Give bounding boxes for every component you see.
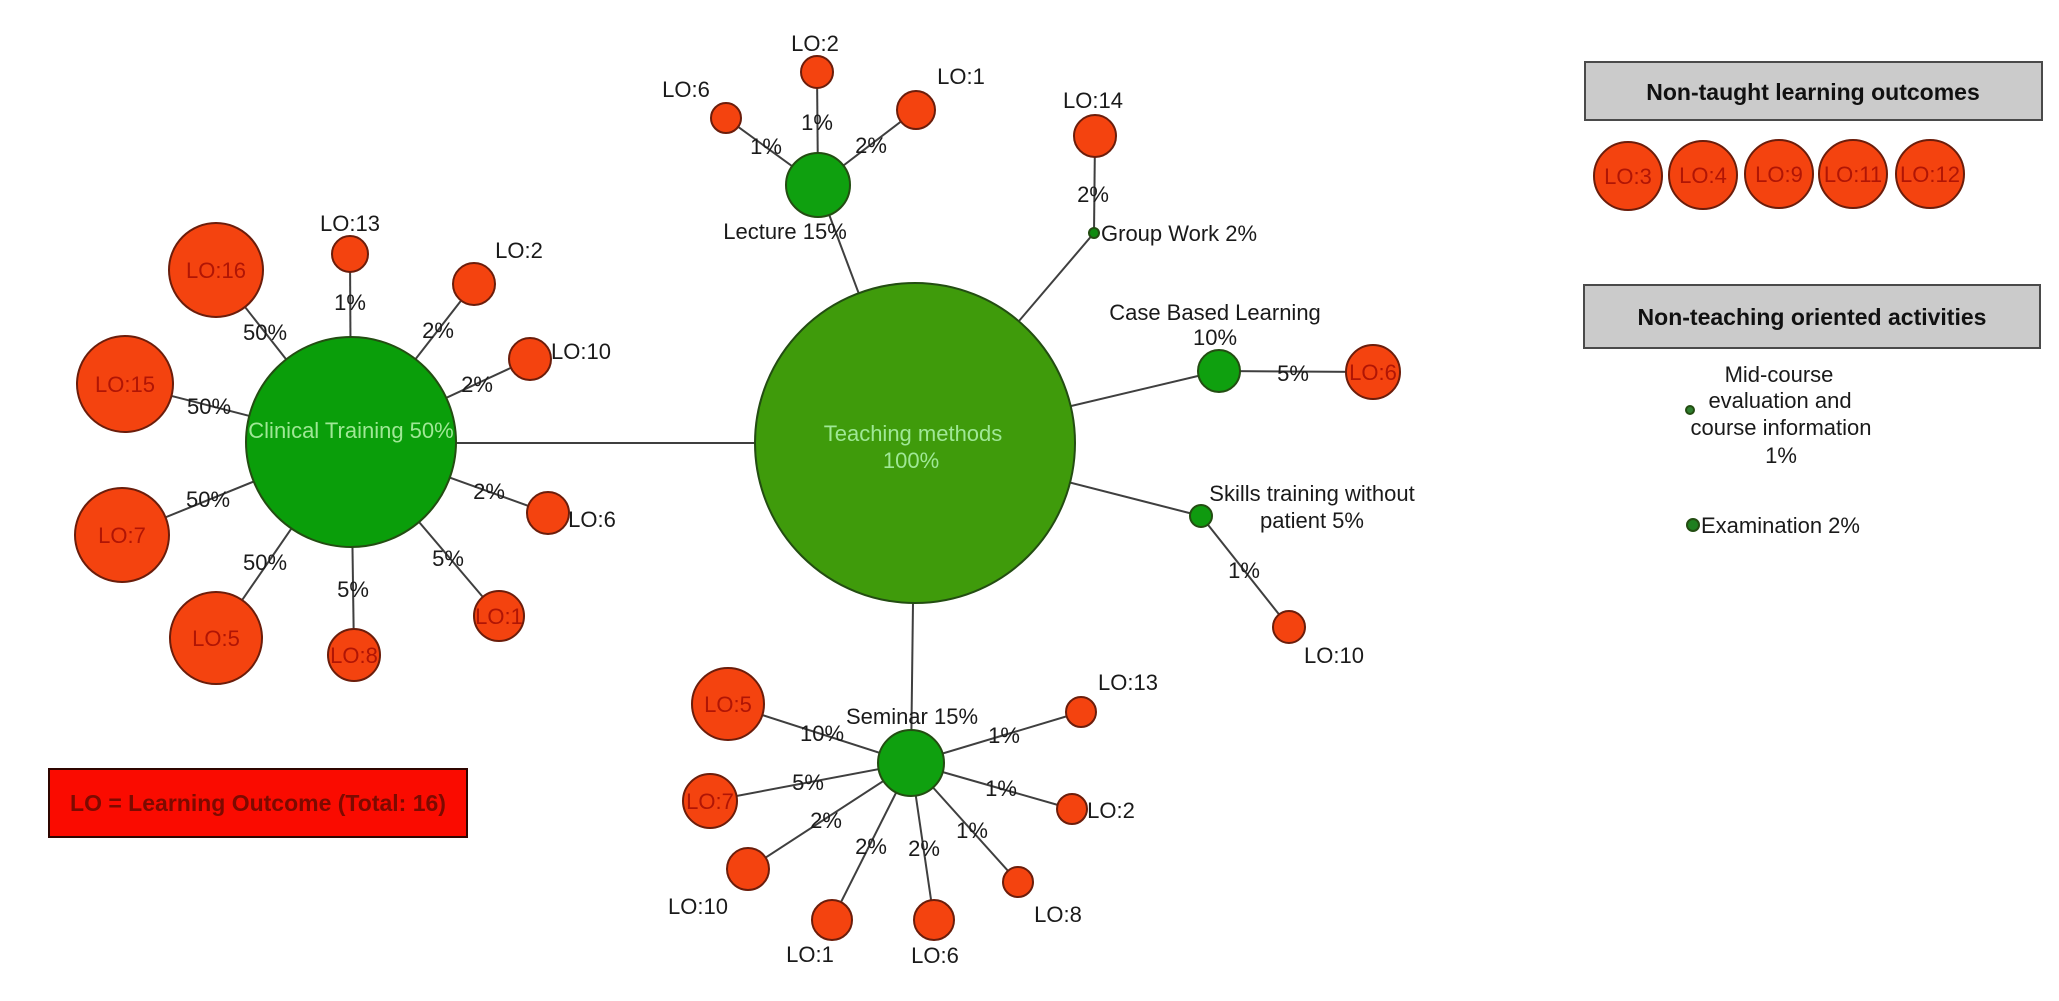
svg-text:LO:5: LO:5 <box>704 692 752 717</box>
svg-text:5%: 5% <box>432 546 464 571</box>
svg-text:LO:1: LO:1 <box>475 604 523 629</box>
svg-text:2%: 2% <box>461 372 493 397</box>
svg-text:2%: 2% <box>855 133 887 158</box>
svg-text:Seminar 15%: Seminar 15% <box>846 704 978 729</box>
svg-text:Clinical Training 50%: Clinical Training 50% <box>248 418 453 443</box>
svg-text:1%: 1% <box>334 290 366 315</box>
svg-text:LO:6: LO:6 <box>1349 360 1397 385</box>
svg-text:LO:1: LO:1 <box>937 64 985 89</box>
svg-text:1%: 1% <box>750 134 782 159</box>
svg-text:LO:6: LO:6 <box>568 507 616 532</box>
svg-text:5%: 5% <box>337 577 369 602</box>
svg-text:100%: 100% <box>883 448 939 473</box>
svg-text:Teaching methods: Teaching methods <box>824 421 1003 446</box>
svg-text:patient 5%: patient 5% <box>1260 508 1364 533</box>
svg-text:2%: 2% <box>908 836 940 861</box>
svg-text:LO:10: LO:10 <box>1304 643 1364 668</box>
svg-text:LO:3: LO:3 <box>1604 164 1652 189</box>
svg-text:evaluation and: evaluation and <box>1708 388 1851 413</box>
svg-text:50%: 50% <box>243 550 287 575</box>
svg-text:LO:10: LO:10 <box>551 339 611 364</box>
svg-text:LO:13: LO:13 <box>320 211 380 236</box>
svg-text:LO:14: LO:14 <box>1063 88 1123 113</box>
svg-text:Case Based Learning: Case Based Learning <box>1109 300 1321 325</box>
svg-text:LO:8: LO:8 <box>1034 902 1082 927</box>
svg-text:LO:2: LO:2 <box>1087 798 1135 823</box>
svg-text:course information: course information <box>1691 415 1872 440</box>
svg-text:LO:7: LO:7 <box>98 523 146 548</box>
svg-text:LO:2: LO:2 <box>791 31 839 56</box>
svg-text:1%: 1% <box>1765 443 1797 468</box>
svg-text:1%: 1% <box>801 110 833 135</box>
svg-text:LO:1: LO:1 <box>786 942 834 967</box>
svg-text:5%: 5% <box>792 770 824 795</box>
svg-text:10%: 10% <box>1193 325 1237 350</box>
svg-text:LO:5: LO:5 <box>192 626 240 651</box>
svg-text:LO:12: LO:12 <box>1900 162 1960 187</box>
svg-text:50%: 50% <box>187 394 231 419</box>
svg-text:2%: 2% <box>422 318 454 343</box>
svg-text:50%: 50% <box>243 320 287 345</box>
svg-text:LO:11: LO:11 <box>1824 162 1882 187</box>
svg-text:2%: 2% <box>1077 182 1109 207</box>
svg-text:10%: 10% <box>800 721 844 746</box>
svg-text:Mid-course: Mid-course <box>1725 362 1834 387</box>
svg-text:LO:7: LO:7 <box>686 789 734 814</box>
svg-text:Non-teaching oriented activiti: Non-teaching oriented activities <box>1638 304 1987 330</box>
svg-text:LO:2: LO:2 <box>495 238 543 263</box>
svg-text:1%: 1% <box>956 818 988 843</box>
svg-text:1%: 1% <box>988 723 1020 748</box>
svg-text:LO:6: LO:6 <box>911 943 959 968</box>
svg-text:LO:16: LO:16 <box>186 258 246 283</box>
svg-text:Skills training without: Skills training without <box>1209 481 1414 506</box>
svg-text:Lecture 15%: Lecture 15% <box>723 219 847 244</box>
svg-text:LO:10: LO:10 <box>668 894 728 919</box>
svg-text:LO = Learning Outcome (Total:: LO = Learning Outcome (Total: 16) <box>70 790 446 816</box>
svg-text:2%: 2% <box>473 479 505 504</box>
svg-text:Group Work 2%: Group Work 2% <box>1101 221 1257 246</box>
svg-text:LO:13: LO:13 <box>1098 670 1158 695</box>
svg-text:5%: 5% <box>1277 361 1309 386</box>
svg-text:LO:9: LO:9 <box>1755 162 1803 187</box>
svg-text:1%: 1% <box>1228 558 1260 583</box>
svg-text:LO:4: LO:4 <box>1679 163 1727 188</box>
svg-text:LO:8: LO:8 <box>330 643 378 668</box>
svg-text:Examination 2%: Examination 2% <box>1701 513 1860 538</box>
svg-text:1%: 1% <box>985 776 1017 801</box>
svg-text:LO:15: LO:15 <box>95 372 155 397</box>
svg-text:2%: 2% <box>855 834 887 859</box>
svg-text:LO:6: LO:6 <box>662 77 710 102</box>
svg-text:Non-taught learning outcomes: Non-taught learning outcomes <box>1646 79 1980 105</box>
svg-text:50%: 50% <box>186 487 230 512</box>
svg-text:2%: 2% <box>810 808 842 833</box>
